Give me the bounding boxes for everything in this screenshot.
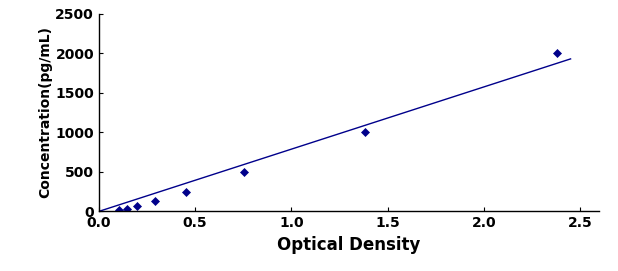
Y-axis label: Concentration(pg/mL): Concentration(pg/mL) xyxy=(38,27,53,198)
X-axis label: Optical Density: Optical Density xyxy=(277,236,421,254)
